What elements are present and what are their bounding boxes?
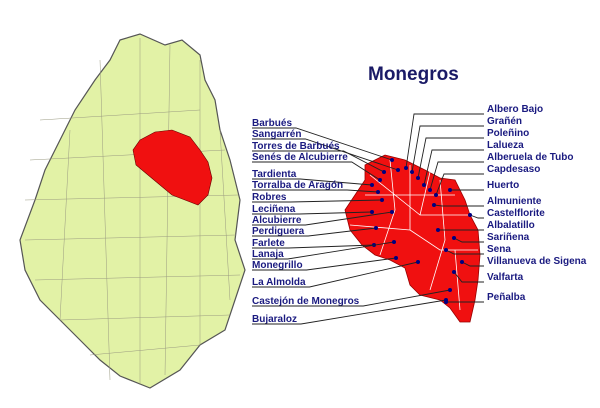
place-label: Capdesaso [487,164,540,175]
place-dot [394,256,398,260]
place-dot [468,213,472,217]
leader-line [252,244,375,249]
place-label: Huerto [487,180,519,191]
place-label: La Almolda [252,277,306,288]
leader-line [252,299,447,325]
place-dot [396,168,400,172]
leader-line [252,211,373,215]
place-label: Valfarta [487,272,524,283]
map-title: Monegros [368,64,459,85]
place-label: Senés de Alcubierre [252,152,348,163]
leader-line [252,127,393,161]
place-dot [378,178,382,182]
leader-line [453,271,484,283]
place-dot [428,188,432,192]
leader-line [252,150,385,173]
place-dot [376,190,380,194]
place-dot [410,170,414,174]
leader-line [252,189,379,193]
place-label: Lalueza [487,140,524,151]
leader-line [461,261,484,267]
place-label: Sangarrén [252,129,301,140]
place-label: Grañén [487,116,522,127]
place-dot [444,300,448,304]
place-label: Alberuela de Tubo [487,152,574,163]
place-label: Torres de Barbués [252,141,340,152]
place-label: Sena [487,244,511,255]
leader-line [429,161,484,191]
place-dot [390,158,394,162]
place-dot [432,203,436,207]
leader-line [405,113,484,169]
place-label: Farlete [252,238,285,249]
leader-line [252,211,393,226]
place-label: Bujaraloz [252,314,297,325]
place-label: Poleñino [487,128,529,139]
place-dot [416,260,420,264]
place-dot [370,210,374,214]
place-label: Almuniente [487,196,542,207]
place-dot [460,260,464,264]
leader-line [252,178,373,186]
place-dot [416,176,420,180]
leader-line [469,214,484,219]
monegros-zoom [344,154,481,323]
place-label: Lanaja [252,249,284,260]
place-label: Albero Bajo [487,104,543,115]
leader-line [433,204,484,207]
place-dot [422,183,426,187]
place-dot [390,210,394,214]
place-dot [370,183,374,187]
monegros-on-aragon [132,129,213,206]
place-label: Monegrillo [252,260,303,271]
leader-line [411,125,484,173]
place-label: Leciñena [252,204,296,215]
place-label: Robres [252,192,287,203]
place-dot [452,270,456,274]
leader-line [435,173,484,196]
place-label: Castelflorite [487,208,545,219]
place-label: Villanueva de Sigena [487,256,587,267]
place-label: Barbués [252,118,292,129]
place-label: Alcubierre [252,215,302,226]
leader-line [417,137,484,179]
place-label: Torralba de Aragón [252,180,343,191]
leader-line [453,237,484,243]
leader-line [252,161,381,181]
leader-line [252,257,397,271]
place-dot [448,288,452,292]
leader-line [252,289,451,307]
leader-line [252,261,419,288]
place-label: Perdiguera [252,226,305,237]
place-dot [374,226,378,230]
place-label: Castejón de Monegros [252,296,360,307]
place-dot [452,236,456,240]
place-dot [434,193,438,197]
aragon-region [19,33,246,389]
place-dot [436,228,440,232]
leader-line [252,227,377,237]
place-dot [392,240,396,244]
leader-line [423,149,484,186]
place-dot [380,198,384,202]
place-label: Sariñena [487,232,530,243]
place-dot [404,166,408,170]
place-dot [448,188,452,192]
leader-line [252,138,399,171]
leader-line [252,199,383,203]
place-dot [444,248,448,252]
leader-line [252,241,395,260]
place-label: Albalatillo [487,220,535,231]
place-label: Tardienta [252,169,297,180]
zoom-borders [349,159,478,311]
leader-line [445,249,484,255]
place-label: Peñalba [487,292,526,303]
place-dot [382,170,386,174]
